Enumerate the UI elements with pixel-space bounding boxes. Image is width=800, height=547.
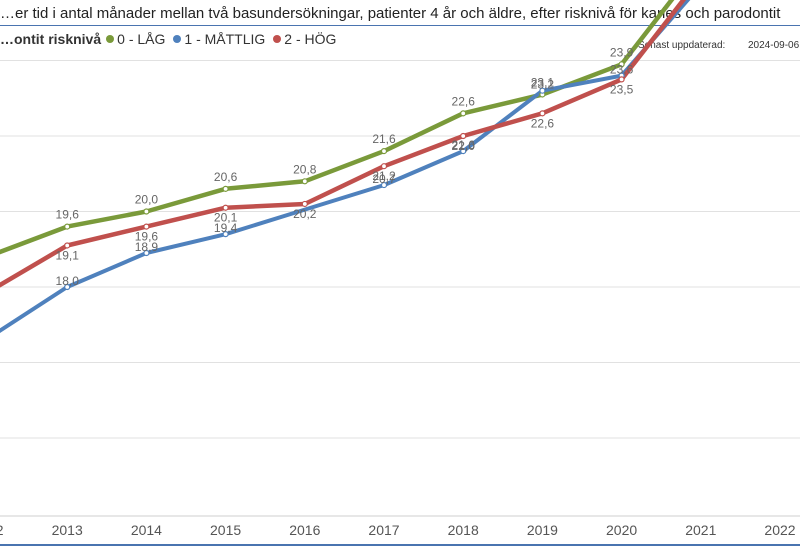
legend-title: …ontit risknivå [0,31,102,47]
title-divider [0,25,800,26]
data-label-s0-2017: 21,6 [372,132,396,146]
x-tick-label-2017: 2017 [368,522,399,538]
data-point-s0-2020 [618,61,625,68]
series-line-1 [0,0,691,334]
data-label-s1-2014: 18,9 [135,240,159,254]
x-tick-label-2014: 2014 [131,522,162,538]
x-tick-label-2012: 2012 [0,522,4,538]
x-tick-label-2020: 2020 [606,522,637,538]
data-point-s0-2014 [143,208,150,215]
data-point-s2-2017 [380,163,388,170]
data-label-s1-2020: 23,6 [610,63,634,77]
data-point-s1-2018 [460,148,467,155]
data-point-s0-2018 [460,110,467,117]
chart-title: …er tid i antal månader mellan två basun… [0,5,781,22]
data-label-s1-2017: 20,7 [372,172,396,186]
data-label-s1-2019: 23,2 [531,78,555,92]
data-point-s1-2017 [380,181,388,189]
last-updated-label: Senast uppdaterad: [638,40,726,51]
data-point-s2-2019 [539,110,546,117]
data-label-s2-2018: 22,0 [452,139,476,153]
data-label-s2-2016: 20,2 [293,207,317,221]
legend-marker-hog [273,35,282,43]
x-tick-label-2015: 2015 [210,522,241,538]
data-point-s2-2014 [143,223,150,230]
x-tick-label-2021: 2021 [685,522,716,538]
data-point-s2-2013 [64,242,71,249]
legend-item-mattlig[interactable]: 1 - MÅTTLIG [173,31,265,47]
series-line-0 [0,0,675,255]
data-label-s2-2019: 22,6 [531,116,555,130]
legend-label-lag: 0 - LÅG [117,31,166,47]
data-point-s1-2019 [539,87,546,94]
data-point-s1-2013 [64,283,71,291]
data-label-s1-2013: 18,0 [56,274,80,288]
legend: …ontit risknivå 0 - LÅG 1 - MÅTTLIG 2 - … [0,31,344,47]
x-tick-label-2019: 2019 [527,522,558,538]
x-tick-label-2018: 2018 [448,522,479,538]
data-label-s2-2020: 23,5 [610,82,634,96]
last-updated-value: 2024-09-06 [748,40,800,51]
data-point-s0-2016 [301,178,308,185]
data-point-s1-2015 [222,231,229,238]
data-label-s2-2017: 21,2 [372,169,396,183]
data-label-s0-2019: 23,1 [531,75,555,89]
x-tick-label-2013: 2013 [52,522,83,538]
data-label-s2-2013: 19,1 [56,248,80,262]
legend-marker-lag [106,35,115,43]
legend-label-hog: 2 - HÖG [284,31,337,47]
data-point-s0-2013 [64,223,71,230]
legend-item-hog[interactable]: 2 - HÖG [273,31,336,47]
data-point-s1-2014 [143,249,150,257]
legend-label-mattlig: 1 - MÅTTLIG [184,31,266,47]
bottom-divider [0,544,800,546]
data-label-s0-2020: 23,9 [610,45,634,59]
data-point-s0-2017 [380,148,388,155]
data-point-s2-2016 [301,200,308,208]
data-label-s0-2015: 20,6 [214,170,238,184]
data-point-s2-2015 [222,204,229,211]
data-label-s0-2016: 20,8 [293,162,317,176]
data-label-s1-2015: 19,4 [214,221,238,235]
data-point-s2-2018 [460,132,467,140]
x-tick-label-2016: 2016 [289,522,320,538]
data-label-s0-2018: 22,6 [452,94,476,108]
data-label-s0-2013: 19,6 [56,208,80,222]
data-label-s2-2014: 19,6 [135,230,159,244]
data-point-s0-2015 [222,185,229,192]
x-tick-label-2022: 2022 [764,522,795,538]
data-label-s2-2015: 20,1 [214,211,238,225]
legend-marker-mattlig [173,35,182,43]
data-point-s2-2020 [618,76,625,83]
data-label-s1-2018: 21,6 [452,138,476,152]
legend-item-lag[interactable]: 0 - LÅG [106,31,165,47]
data-label-s0-2014: 20,0 [135,193,159,207]
